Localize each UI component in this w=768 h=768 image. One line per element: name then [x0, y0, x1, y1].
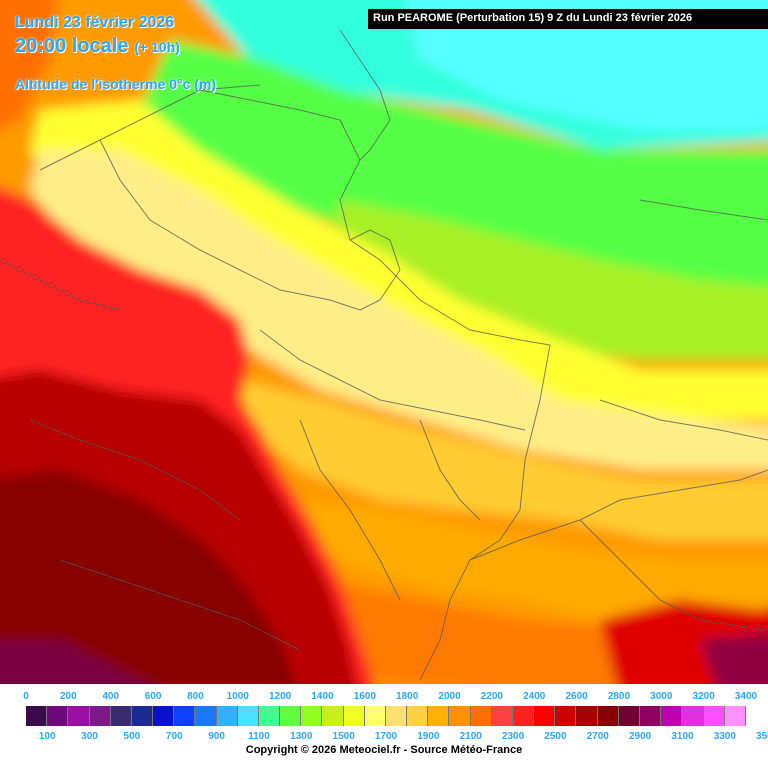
legend-swatch — [216, 706, 238, 726]
legend-swatch — [385, 706, 408, 726]
legend-tick-label: 3000 — [650, 691, 673, 702]
legend-tick-label: 200 — [60, 691, 77, 702]
legend-swatch — [68, 706, 90, 726]
forecast-offset: (+ 10h) — [134, 39, 180, 55]
legend-swatch — [555, 706, 577, 726]
legend-swatch — [89, 706, 111, 726]
legend-swatch — [576, 706, 598, 726]
legend-swatch — [26, 706, 48, 726]
legend-tick-label: 1000 — [226, 691, 249, 702]
legend-tick-label: 1400 — [311, 691, 334, 702]
legend-swatch — [343, 706, 365, 726]
legend-swatch — [364, 706, 386, 726]
legend-tick-label: 3500 — [756, 731, 768, 742]
legend-swatch — [512, 706, 535, 726]
legend-swatch — [110, 706, 132, 726]
legend-tick-label: 2200 — [480, 691, 503, 702]
legend-swatches — [26, 706, 746, 726]
legend-tick-label: 1800 — [396, 691, 419, 702]
legend-swatch — [195, 706, 217, 726]
legend-tick-label: 1100 — [248, 731, 270, 742]
legend-tick-label: 2000 — [438, 691, 461, 702]
legend-tick-label: 2700 — [586, 731, 609, 742]
legend-tick-label: 2300 — [501, 731, 525, 742]
legend-tick-label: 2400 — [523, 691, 546, 702]
legend-swatch — [682, 706, 704, 726]
legend-swatch — [47, 706, 69, 726]
local-time-label: 20:00 locale — [15, 35, 129, 57]
legend-tick-label: 1700 — [374, 731, 398, 742]
legend-tick-label: 3200 — [692, 691, 715, 702]
run-banner: Run PEAROME (Perturbation 15) 9 Z du Lun… — [368, 9, 768, 29]
run-banner-text: Run PEAROME (Perturbation 15) 9 Z du Lun… — [373, 12, 693, 24]
legend-swatch — [428, 706, 450, 726]
legend-tick-label: 1600 — [353, 691, 376, 702]
legend-tick-label: 900 — [208, 731, 225, 742]
copyright-notice: Copyright © 2026 Meteociel.fr - Source M… — [245, 744, 523, 756]
isotherm-color-field — [0, 0, 768, 700]
legend-tick-label: 2600 — [565, 691, 588, 702]
legend-tick-label: 3300 — [713, 731, 736, 742]
legend-tick-label: 100 — [38, 731, 56, 742]
color-legend: 0 200 400 600 800 1000 1200 1400 1600 1800 2000 220… — [0, 684, 768, 768]
legend-tick-label: 700 — [165, 731, 183, 742]
map-date: Lundi 23 février 2026 — [15, 14, 175, 31]
legend-swatch — [597, 706, 619, 726]
legend-tick-label: 300 — [81, 731, 98, 742]
legend-swatch — [639, 706, 662, 726]
legend-swatch — [301, 706, 323, 726]
map-parameter-title: Altitude de l'isotherme 0°c (m) — [15, 76, 217, 92]
legend-tick-label: 1500 — [332, 731, 355, 742]
legend-swatch — [470, 706, 492, 726]
legend-swatch — [724, 706, 746, 726]
map-valid-time: 20:00 locale (+ 10h) — [15, 35, 180, 58]
legend-swatch — [131, 706, 154, 726]
legend-tick-label: 2900 — [628, 731, 652, 742]
legend-tick-label: 500 — [123, 731, 141, 742]
legend-swatch — [174, 706, 196, 726]
legend-tick-label: 1300 — [290, 731, 313, 742]
legend-swatch — [407, 706, 429, 726]
legend-swatch — [661, 706, 683, 726]
legend-tick-label: 2500 — [544, 731, 567, 742]
legend-swatch — [258, 706, 281, 726]
legend-tick-label: 2800 — [607, 691, 631, 702]
legend-tick-label: 3100 — [671, 731, 694, 742]
legend-tick-label: 3400 — [734, 691, 758, 702]
legend-swatch — [322, 706, 344, 726]
legend-tick-label: 1200 — [268, 691, 292, 702]
legend-swatch — [618, 706, 640, 726]
border-lines — [0, 29, 768, 681]
legend-tick-label: 1900 — [417, 731, 440, 742]
legend-tick-label: 0 — [23, 691, 29, 702]
legend-swatch — [491, 706, 513, 726]
legend-swatch — [449, 706, 471, 726]
legend-tick-label: 2100 — [459, 731, 482, 742]
legend-swatch — [534, 706, 556, 726]
legend-swatch — [703, 706, 725, 726]
legend-tick-label: 400 — [102, 691, 120, 702]
legend-swatch — [237, 706, 259, 726]
legend-tick-label: 600 — [144, 691, 162, 702]
legend-swatch — [153, 706, 175, 726]
legend-tick-label: 800 — [187, 691, 204, 702]
legend-swatch — [280, 706, 302, 726]
